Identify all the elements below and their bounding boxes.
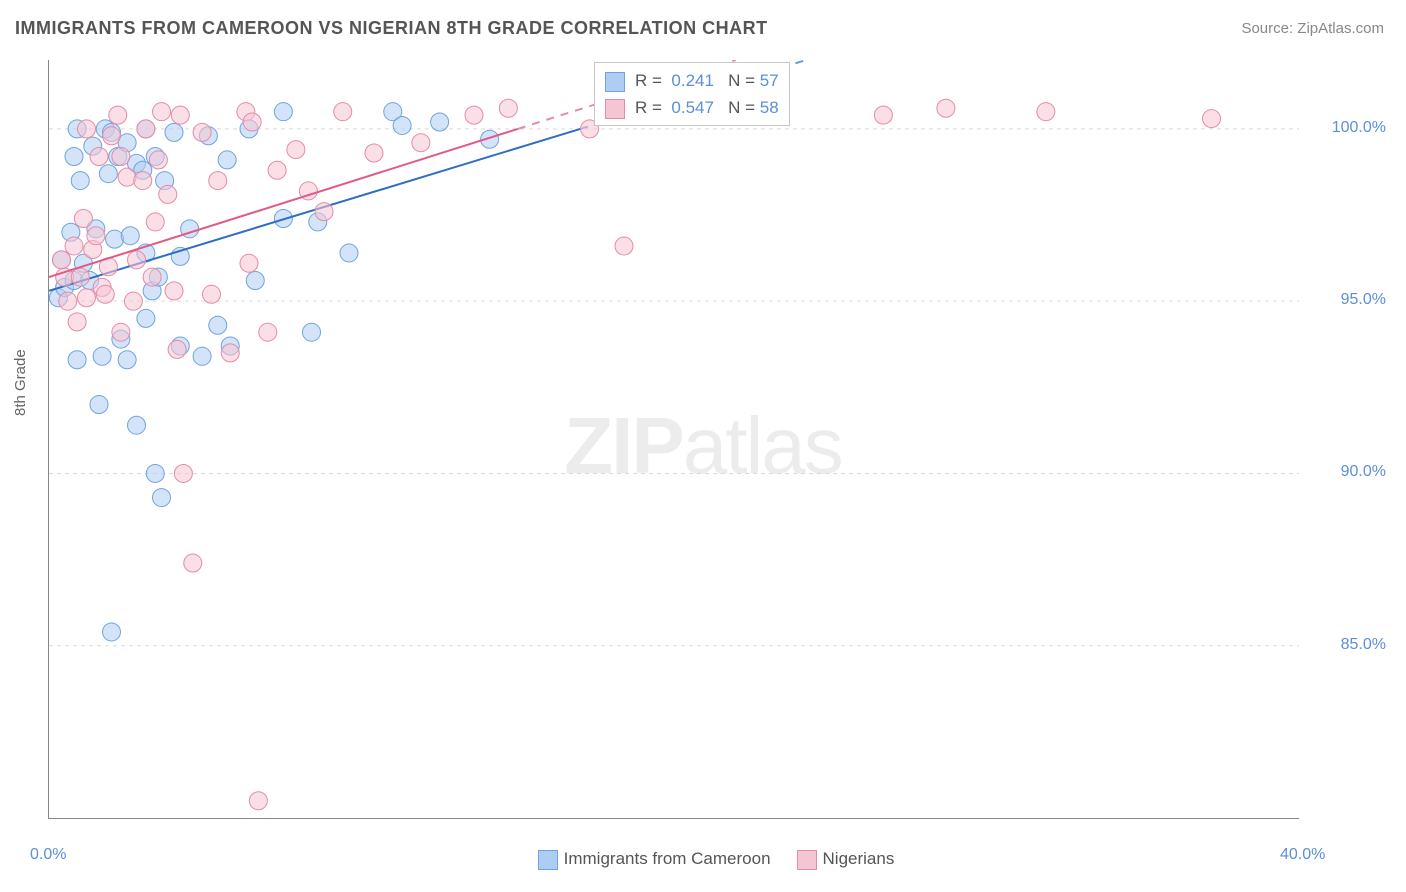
data-point [96,285,114,303]
legend-item: Nigerians [771,849,895,868]
data-point [287,141,305,159]
data-point [118,168,136,186]
data-point [143,268,161,286]
data-point [78,120,96,138]
data-point [128,251,146,269]
x-tick-label: 40.0% [1280,846,1325,864]
chart-title: IMMIGRANTS FROM CAMEROON VS NIGERIAN 8TH… [15,18,768,39]
data-point [93,347,111,365]
data-point [193,347,211,365]
data-point [165,282,183,300]
data-point [431,113,449,131]
data-point [153,489,171,507]
data-point [121,227,139,245]
source-label: Source: ZipAtlas.com [1241,20,1384,37]
data-point [153,103,171,121]
data-point [103,623,121,641]
data-point [203,285,221,303]
y-tick-label: 100.0% [1332,119,1386,137]
bottom-legend: Immigrants from CameroonNigerians [0,849,1406,870]
data-point [303,323,321,341]
scatter-svg [49,60,1299,818]
data-point [118,351,136,369]
y-tick-label: 90.0% [1341,463,1386,481]
data-point [209,316,227,334]
data-point [243,113,261,131]
x-tick-label: 0.0% [30,846,66,864]
y-tick-label: 95.0% [1341,291,1386,309]
data-point [124,292,142,310]
data-point [65,147,83,165]
data-point [1037,103,1055,121]
y-tick-label: 85.0% [1341,636,1386,654]
data-point [74,209,92,227]
data-point [499,99,517,117]
data-point [171,106,189,124]
data-point [165,123,183,141]
stats-legend-box: R = 0.241 N = 57R = 0.547 N = 58 [594,62,790,126]
data-point [874,106,892,124]
data-point [68,351,86,369]
data-point [412,134,430,152]
data-point [274,103,292,121]
data-point [393,116,411,134]
data-point [937,99,955,117]
data-point [268,161,286,179]
data-point [78,289,96,307]
data-point [90,147,108,165]
data-point [365,144,383,162]
data-point [193,123,211,141]
data-point [99,165,117,183]
data-point [112,323,130,341]
stats-row: R = 0.547 N = 58 [605,94,779,121]
data-point [221,344,239,362]
data-point [137,120,155,138]
legend-item: Immigrants from Cameroon [512,849,771,868]
data-point [240,254,258,272]
plot-area: R = 0.241 N = 57R = 0.547 N = 58 [48,60,1299,819]
data-point [315,203,333,221]
data-point [340,244,358,262]
data-point [112,147,130,165]
data-point [174,464,192,482]
data-point [146,464,164,482]
data-point [71,172,89,190]
data-point [149,151,167,169]
data-point [615,237,633,255]
data-point [465,106,483,124]
data-point [184,554,202,572]
data-point [218,151,236,169]
data-point [249,792,267,810]
data-point [146,213,164,231]
data-point [71,268,89,286]
data-point [1203,110,1221,128]
data-point [106,230,124,248]
data-point [90,396,108,414]
data-point [53,251,71,269]
data-point [159,185,177,203]
data-point [59,292,77,310]
data-point [103,127,121,145]
data-point [68,313,86,331]
data-point [209,172,227,190]
data-point [109,106,127,124]
stats-row: R = 0.241 N = 57 [605,67,779,94]
data-point [168,340,186,358]
data-point [246,272,264,290]
data-point [259,323,277,341]
data-point [334,103,352,121]
data-point [134,172,152,190]
data-point [87,227,105,245]
data-point [137,309,155,327]
data-point [65,237,83,255]
y-axis-label: 8th Grade [12,349,29,416]
data-point [128,416,146,434]
